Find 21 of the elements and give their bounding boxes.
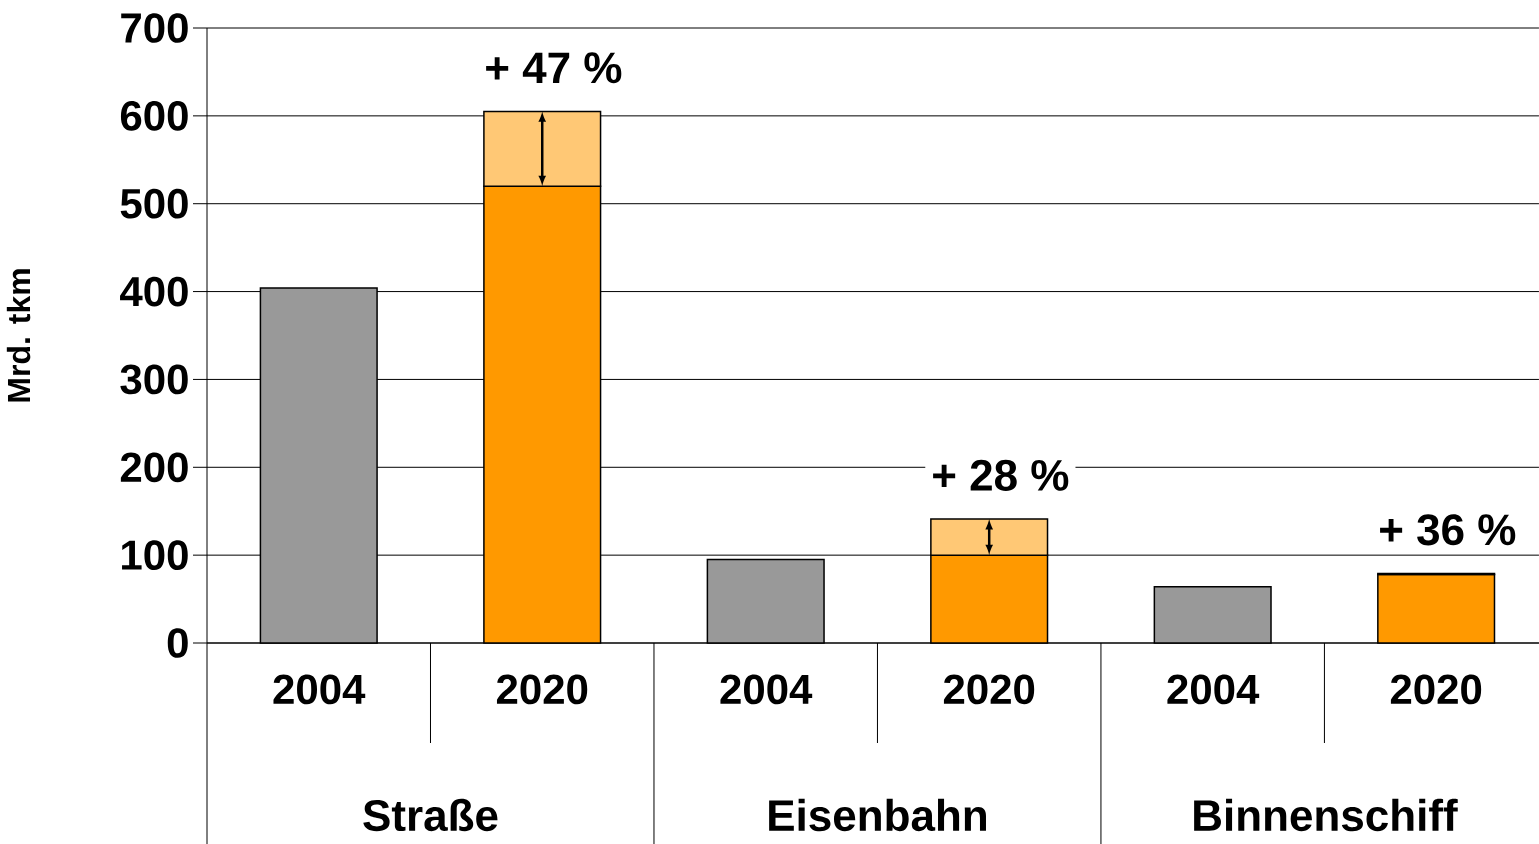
x-tick-label: 2020 [496, 674, 588, 705]
annotation: + 36 % [1380, 514, 1516, 546]
annotation: + 47 % [486, 52, 622, 84]
x-tick-label: 2004 [720, 674, 813, 705]
text: Binnenschiff [1194, 798, 1458, 832]
y-axis-title: Mrd. tkm [6, 269, 31, 402]
text: Eisenbahn [769, 798, 986, 832]
text: Straße [363, 798, 498, 832]
y-tick-label: 300 [120, 364, 188, 395]
annotation: + 28 % [933, 459, 1069, 491]
x-tick-label: 2020 [943, 674, 1035, 705]
y-tick-label: 600 [120, 100, 188, 131]
x-tick-label: 2004 [273, 674, 366, 705]
x-tick-label: 2020 [1390, 674, 1482, 705]
y-tick-label: 400 [120, 276, 188, 307]
x-tick-label: 2004 [1167, 674, 1260, 705]
y-tick-label: 100 [122, 540, 188, 571]
y-tick-label: 200 [120, 452, 188, 483]
y-tick-label: 700 [121, 13, 188, 43]
y-tick-label: 500 [120, 188, 188, 219]
y-tick-label: 0 [167, 628, 188, 658]
